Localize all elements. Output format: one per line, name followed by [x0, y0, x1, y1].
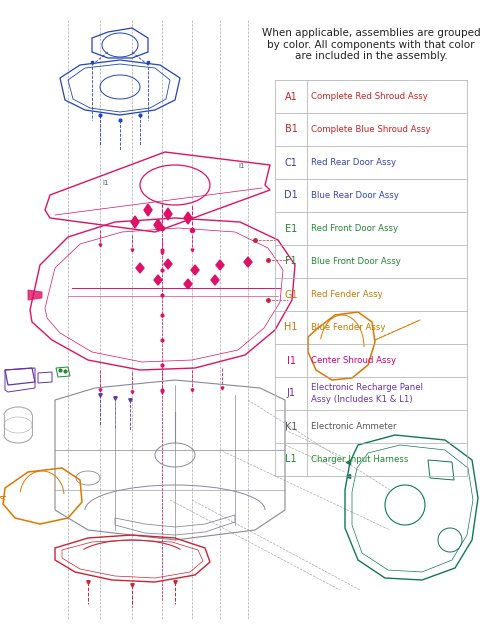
Text: D1: D1	[284, 191, 298, 201]
Polygon shape	[184, 212, 192, 224]
Text: Electronic Ammeter: Electronic Ammeter	[311, 422, 396, 431]
Text: Red Fender Assy: Red Fender Assy	[311, 290, 383, 299]
Polygon shape	[211, 275, 219, 285]
Polygon shape	[164, 208, 172, 220]
Text: Charger Input Harness: Charger Input Harness	[311, 455, 408, 464]
Text: Blue Fender Assy: Blue Fender Assy	[311, 323, 386, 332]
Polygon shape	[154, 275, 162, 285]
Text: K1: K1	[285, 422, 297, 432]
Text: I1: I1	[238, 163, 244, 169]
Polygon shape	[131, 216, 139, 228]
Text: G1: G1	[284, 289, 298, 299]
Text: Center Shroud Assy: Center Shroud Assy	[311, 356, 396, 365]
Text: I1: I1	[102, 180, 108, 186]
Polygon shape	[164, 259, 172, 269]
Text: Complete Red Shroud Assy: Complete Red Shroud Assy	[311, 92, 428, 101]
Text: F1: F1	[285, 256, 297, 266]
Polygon shape	[184, 279, 192, 289]
Text: When applicable, assemblies are grouped
by color. All components with that color: When applicable, assemblies are grouped …	[262, 28, 480, 61]
Text: Complete Blue Shroud Assy: Complete Blue Shroud Assy	[311, 125, 430, 134]
Text: Electronic Recharge Panel
Assy (Includes K1 & L1): Electronic Recharge Panel Assy (Includes…	[311, 384, 423, 404]
Text: Blue Front Door Assy: Blue Front Door Assy	[311, 257, 401, 266]
Text: B1: B1	[284, 125, 298, 134]
Polygon shape	[154, 219, 162, 231]
Polygon shape	[136, 263, 144, 273]
Text: L1: L1	[285, 454, 297, 465]
Text: Red Rear Door Assy: Red Rear Door Assy	[311, 158, 396, 167]
Polygon shape	[191, 265, 199, 275]
Text: E1: E1	[285, 223, 297, 234]
Text: A1: A1	[284, 92, 298, 101]
Polygon shape	[28, 290, 42, 300]
Text: Blue Rear Door Assy: Blue Rear Door Assy	[311, 191, 399, 200]
Text: C1: C1	[284, 158, 298, 168]
Polygon shape	[244, 257, 252, 267]
Polygon shape	[144, 204, 152, 216]
Text: H1: H1	[284, 322, 298, 332]
Text: Red Front Door Assy: Red Front Door Assy	[311, 224, 398, 233]
Polygon shape	[216, 260, 224, 270]
Text: J1: J1	[286, 389, 296, 399]
Text: I1: I1	[286, 356, 296, 365]
